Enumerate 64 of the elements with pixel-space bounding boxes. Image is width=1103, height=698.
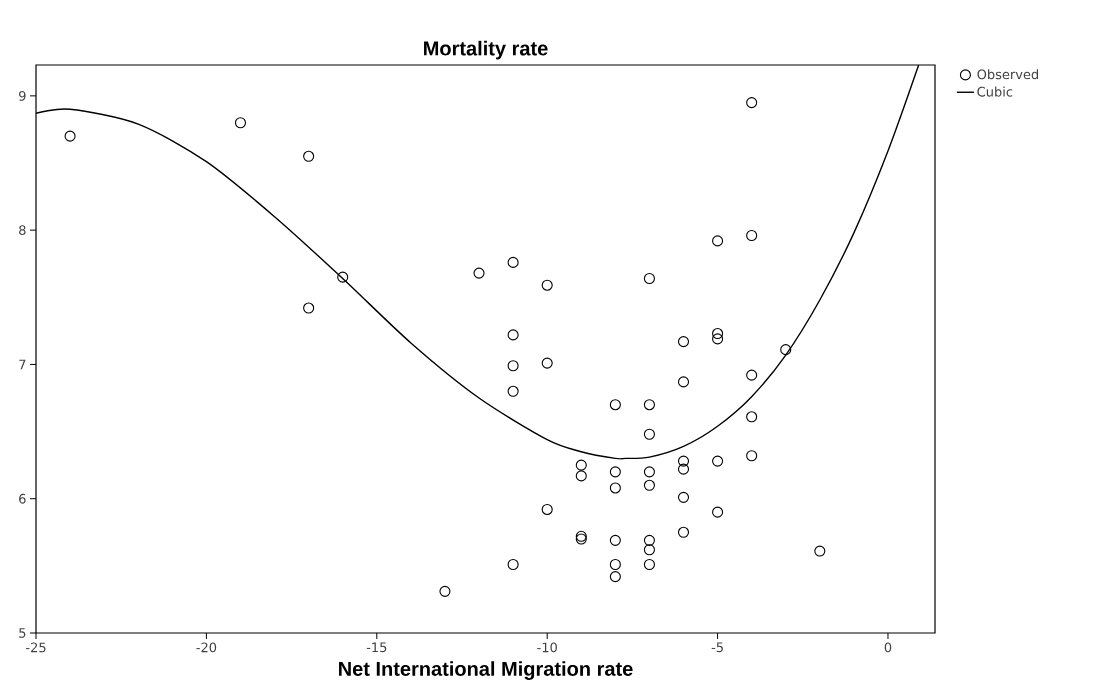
point: [609, 534, 621, 546]
y-tick-label: 9: [19, 90, 26, 101]
point: [746, 369, 758, 381]
x-axis-title: Net International Migration rate: [339, 661, 633, 680]
point: [677, 526, 690, 538]
point: [234, 117, 247, 129]
point: [746, 229, 758, 242]
point: [643, 466, 655, 478]
point: [746, 411, 758, 423]
point: [507, 360, 519, 372]
point: [780, 344, 792, 356]
x-tick-label: -25: [26, 642, 46, 653]
point: [337, 271, 349, 283]
point: [575, 470, 587, 482]
point: [575, 459, 587, 471]
point: [814, 545, 826, 557]
point: [609, 466, 621, 478]
point: [541, 357, 553, 369]
point: [746, 450, 758, 462]
point: [507, 558, 519, 571]
point: [507, 329, 519, 341]
point: [541, 279, 553, 291]
x-tick-label: 0: [884, 642, 892, 653]
legend-label: Observed: [977, 69, 1039, 80]
x-tick-label: -15: [366, 642, 387, 653]
point: [677, 491, 690, 503]
point: [643, 534, 655, 546]
point: [609, 482, 621, 494]
point: [643, 558, 655, 571]
point: [643, 272, 655, 285]
point: [643, 428, 655, 440]
point: [609, 558, 621, 571]
point: [677, 336, 690, 348]
y-tick-label: 5: [19, 628, 26, 638]
point: [473, 267, 485, 279]
x-tick-label: -10: [537, 642, 557, 653]
point: [64, 130, 76, 142]
point: [643, 544, 655, 556]
point: [643, 399, 655, 411]
point: [507, 256, 519, 268]
point: [677, 463, 690, 475]
x-tick-label: -5: [711, 642, 723, 653]
point: [712, 333, 724, 345]
point: [643, 479, 655, 491]
y-tick-label: 6: [19, 493, 26, 504]
point: [712, 506, 724, 518]
point: [609, 399, 621, 411]
chart-title: Mortality rate: [424, 40, 548, 60]
point: [712, 328, 724, 340]
legend-label: Cubic: [977, 86, 1013, 97]
x-tick-label: -20: [196, 642, 217, 653]
point: [507, 385, 519, 397]
point: [746, 97, 758, 109]
y-tick-label: 8: [19, 225, 26, 236]
point: [303, 302, 315, 314]
point: [541, 503, 553, 515]
y-tick-label: 7: [19, 359, 26, 370]
point: [439, 585, 451, 597]
point: [677, 376, 690, 388]
point: [303, 150, 315, 162]
point: [609, 571, 621, 583]
point: [712, 455, 724, 467]
point: [712, 235, 724, 247]
point: [677, 455, 690, 467]
